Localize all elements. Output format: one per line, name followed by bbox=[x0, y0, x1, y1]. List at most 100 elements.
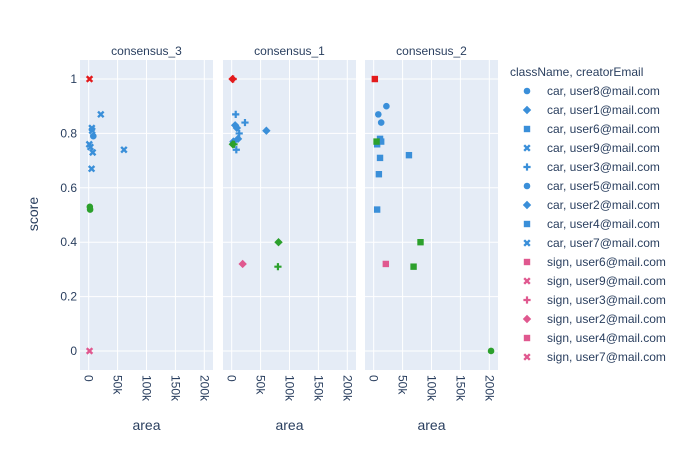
legend-marker bbox=[523, 258, 531, 266]
data-point bbox=[373, 138, 380, 145]
data-point bbox=[90, 132, 97, 140]
legend-label: car, user6@mail.com bbox=[547, 122, 660, 136]
legend-item[interactable]: car, user7@mail.com bbox=[523, 236, 660, 250]
legend-label: car, user2@mail.com bbox=[547, 198, 660, 212]
facet-panel-consensus_3: consensus_3 0 50k 100k 150k 200k area bbox=[80, 44, 213, 433]
data-point bbox=[377, 138, 385, 145]
legend-item[interactable]: car, user5@mail.com bbox=[523, 179, 660, 193]
data-point bbox=[383, 102, 390, 110]
data-point bbox=[230, 140, 238, 148]
y-axis-label: score bbox=[25, 197, 41, 231]
legend-item[interactable]: car, user1@mail.com bbox=[522, 103, 660, 117]
data-point bbox=[232, 110, 240, 118]
legend-label: car, user4@mail.com bbox=[547, 217, 660, 231]
data-point bbox=[232, 146, 240, 154]
data-point bbox=[410, 263, 417, 270]
panels-layer: consensus_30 50k 100k 150k 200kareaconsensus… bbox=[60, 44, 498, 433]
x-tick-label: 150k bbox=[453, 375, 467, 402]
legend-label: sign, user6@mail.com bbox=[547, 255, 666, 269]
legend-label: car, user1@mail.com bbox=[547, 103, 660, 117]
legend-marker bbox=[523, 334, 531, 342]
legend-title: className, creatorEmail bbox=[510, 65, 643, 79]
facet-panel-consensus_1: consensus_1 0 50k 100k 150k 200k area bbox=[223, 44, 356, 433]
data-point bbox=[382, 260, 390, 268]
legend-marker bbox=[522, 314, 532, 324]
data-point bbox=[274, 237, 283, 247]
x-tick-label: 100k bbox=[283, 375, 297, 402]
x-axis-label: area bbox=[132, 417, 160, 433]
legend-label: car, user9@mail.com bbox=[547, 141, 660, 155]
legend-marker bbox=[522, 200, 532, 210]
data-point bbox=[120, 146, 128, 154]
x-tick-label: 200k bbox=[197, 375, 211, 402]
x-axis-label: area bbox=[417, 417, 445, 433]
legend-label: sign, user4@mail.com bbox=[547, 331, 666, 345]
legend-marker bbox=[523, 87, 531, 95]
legend: className, creatorEmail car, user8@mail.… bbox=[510, 65, 666, 364]
x-tick-label: 100k bbox=[140, 375, 154, 402]
legend-item[interactable]: sign, user6@mail.com bbox=[523, 255, 666, 269]
data-point bbox=[238, 259, 247, 269]
legend-item[interactable]: car, user2@mail.com bbox=[522, 198, 660, 212]
legend-item[interactable]: sign, user9@mail.com bbox=[523, 274, 666, 288]
legend-item[interactable]: car, user4@mail.com bbox=[523, 217, 660, 231]
legend-item[interactable]: sign, user3@mail.com bbox=[523, 293, 666, 307]
x-tick-label: 0 bbox=[367, 375, 381, 382]
data-point bbox=[86, 206, 94, 213]
data-point bbox=[241, 118, 249, 127]
legend-label: car, user7@mail.com bbox=[547, 236, 660, 250]
legend-item[interactable]: sign, user4@mail.com bbox=[523, 331, 666, 345]
y-tick-label: 0.2 bbox=[60, 290, 77, 304]
x-tick-label: 150k bbox=[311, 375, 325, 402]
x-tick-label: 100k bbox=[425, 375, 439, 402]
x-tick-label: 50k bbox=[254, 375, 268, 395]
data-point bbox=[375, 171, 383, 178]
x-tick-label: 200k bbox=[340, 375, 354, 402]
data-point bbox=[373, 206, 381, 213]
facet-panel-consensus_2: consensus_2 0 50k 100k 150k 200k area bbox=[365, 44, 498, 433]
legend-label: sign, user3@mail.com bbox=[547, 293, 666, 307]
legend-marker bbox=[523, 163, 531, 171]
legend-item[interactable]: car, user3@mail.com bbox=[523, 160, 660, 174]
x-tick-label: 0 bbox=[225, 375, 239, 382]
data-point bbox=[375, 111, 382, 118]
legend-label: car, user8@mail.com bbox=[547, 84, 660, 98]
legend-label: sign, user2@mail.com bbox=[547, 312, 666, 326]
legend-marker bbox=[523, 182, 531, 190]
data-point bbox=[417, 238, 424, 246]
legend-marker bbox=[523, 144, 531, 152]
legend-marker bbox=[523, 353, 531, 361]
legend-label: sign, user9@mail.com bbox=[547, 274, 666, 288]
legend-marker bbox=[523, 220, 531, 228]
data-point bbox=[87, 165, 96, 173]
x-tick-label: 50k bbox=[111, 375, 125, 395]
legend-item[interactable]: car, user8@mail.com bbox=[523, 84, 660, 98]
legend-label: car, user5@mail.com bbox=[547, 179, 660, 193]
x-axis-label: area bbox=[275, 417, 303, 433]
x-tick-label: 0 bbox=[82, 375, 96, 382]
legend-marker bbox=[523, 125, 531, 133]
data-point bbox=[371, 75, 379, 83]
legend-item[interactable]: sign, user7@mail.com bbox=[523, 350, 666, 364]
data-point bbox=[86, 143, 95, 151]
facet-title: consensus_3 bbox=[111, 44, 182, 58]
data-point bbox=[85, 347, 94, 355]
legend-item[interactable]: car, user6@mail.com bbox=[523, 122, 660, 136]
data-point bbox=[229, 75, 237, 83]
data-point bbox=[233, 134, 243, 144]
facet-title: consensus_2 bbox=[396, 44, 467, 58]
data-point bbox=[88, 127, 96, 135]
data-point bbox=[89, 148, 97, 157]
legend-item[interactable]: sign, user2@mail.com bbox=[522, 312, 666, 326]
x-tick-label: 50k bbox=[396, 375, 410, 395]
data-point bbox=[376, 154, 384, 162]
y-tick-label: 0.8 bbox=[60, 126, 77, 140]
legend-item[interactable]: car, user9@mail.com bbox=[523, 141, 660, 155]
data-point bbox=[85, 75, 94, 83]
data-point bbox=[97, 110, 105, 119]
legend-marker bbox=[523, 239, 531, 247]
data-point bbox=[405, 151, 413, 159]
x-tick-label: 150k bbox=[168, 375, 182, 402]
